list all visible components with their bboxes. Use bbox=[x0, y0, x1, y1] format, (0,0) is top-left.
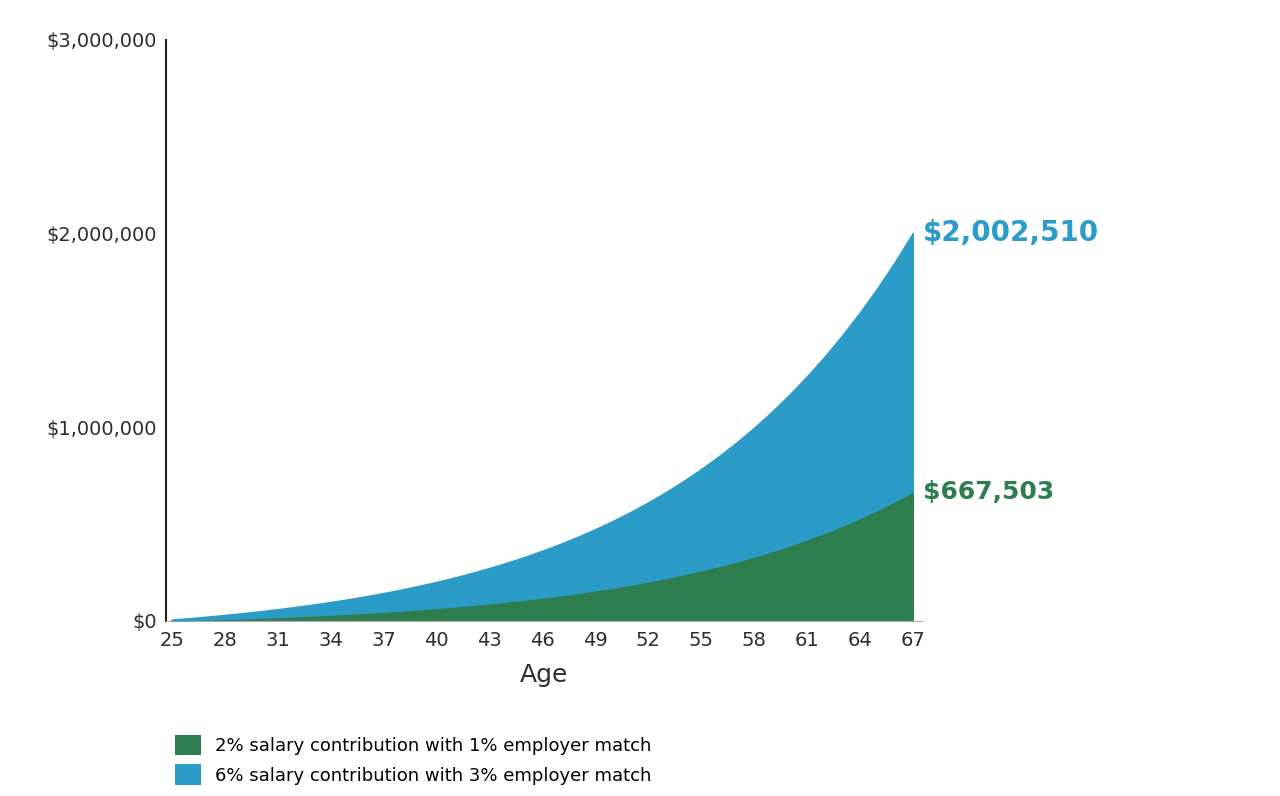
Text: $2,002,510: $2,002,510 bbox=[923, 219, 1100, 247]
Text: $667,503: $667,503 bbox=[923, 479, 1055, 504]
Legend: 2% salary contribution with 1% employer match, 6% salary contribution with 3% em: 2% salary contribution with 1% employer … bbox=[175, 735, 652, 785]
X-axis label: Age: Age bbox=[520, 664, 568, 688]
